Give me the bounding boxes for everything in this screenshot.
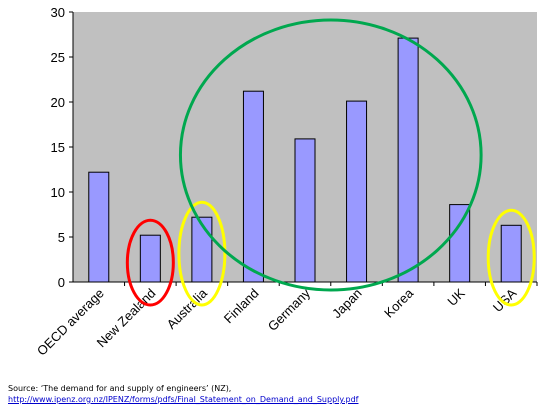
bar (397, 37, 419, 283)
x-tick-label: UK (444, 285, 468, 309)
y-tick-label: 15 (51, 140, 65, 155)
red-annotation-ellipse (125, 218, 175, 307)
source-note: Source: ‘The demand for and supply of en… (8, 383, 358, 405)
source-text: Source: ‘The demand for and supply of en… (8, 384, 232, 393)
yellow-annotation-ellipse (177, 200, 227, 307)
y-tick-label: 25 (51, 50, 65, 65)
y-tick-label: 10 (51, 185, 65, 200)
x-tick-label: Finland (221, 286, 262, 327)
bar (139, 234, 161, 283)
bars (88, 37, 522, 283)
bar (294, 138, 316, 283)
annotations (125, 18, 536, 307)
y-tick-label: 5 (58, 230, 65, 245)
green-annotation-ellipse (178, 18, 483, 292)
source-link[interactable]: http://www.ipenz.org.nz/IPENZ/forms/pdfs… (8, 395, 359, 404)
x-tick-label: OECD average (34, 286, 107, 359)
bar (242, 90, 264, 283)
x-tick-label: Korea (381, 285, 417, 321)
y-tick-label: 20 (51, 95, 65, 110)
y-tick-label: 0 (58, 275, 65, 290)
bar (449, 204, 471, 283)
x-tick-label: Germany (265, 285, 314, 334)
y-tick-label: 30 (51, 5, 65, 20)
bar (500, 224, 522, 283)
bar (346, 100, 368, 283)
bar (88, 171, 110, 283)
yellow-annotation-ellipse (486, 208, 536, 307)
